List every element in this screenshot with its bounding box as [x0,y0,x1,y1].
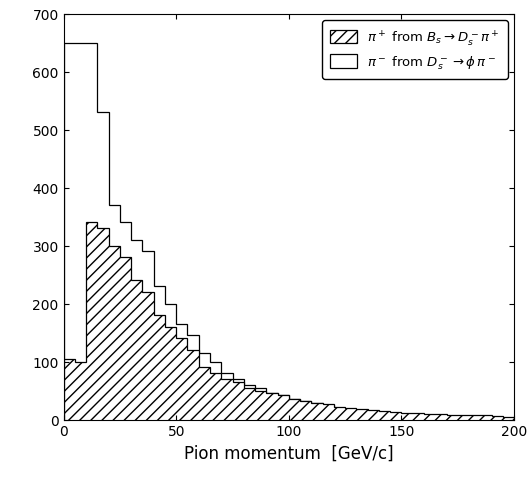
X-axis label: Pion momentum  [GeV/c]: Pion momentum [GeV/c] [184,444,394,462]
Legend: $\pi^+$ from $B_s \rightarrow D_s^- \pi^+$, $\pi^-$ from $D_s^- \rightarrow \phi: $\pi^+$ from $B_s \rightarrow D_s^- \pi^… [322,21,508,80]
